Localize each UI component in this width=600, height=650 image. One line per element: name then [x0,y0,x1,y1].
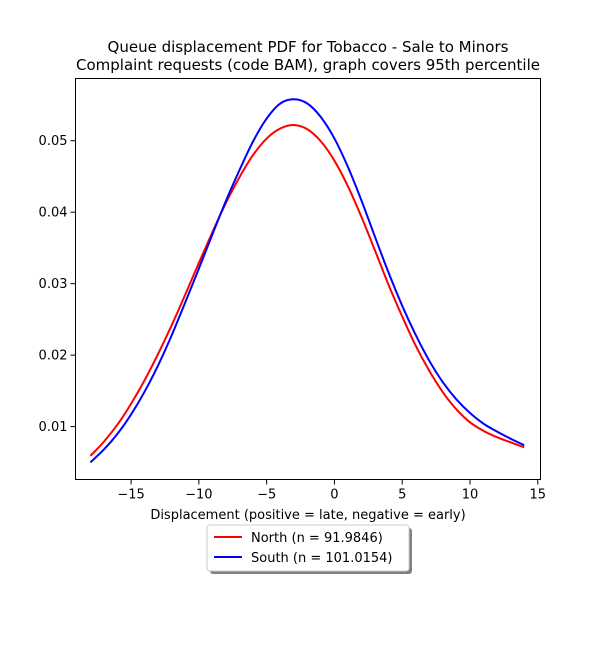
x-tick-label: −10 [185,488,212,503]
y-tick-label: 0.05 [39,134,68,149]
y-tick-label: 0.02 [39,349,68,364]
legend-label-north: North (n = 91.9846) [251,531,383,546]
chart-title-line-2: Complaint requests (code BAM), graph cov… [76,56,540,74]
legend-box [206,524,410,572]
y-tick-label: 0.03 [39,277,68,292]
x-tick-label: 10 [462,488,479,503]
ticks-layer: −15 −10 −5 0 5 10 15 0.01 0.02 0.03 0.04 0.05 [39,134,547,502]
plot-frame [75,78,541,480]
series-line-north [89,123,525,457]
x-tick-label: −15 [117,488,144,503]
x-tick-label: 15 [530,488,547,503]
x-tick-label: 0 [330,488,338,503]
series-line-south [89,98,525,464]
chart-title-line-1: Queue displacement PDF for Tobacco - Sal… [108,38,509,56]
y-tick-label: 0.04 [39,206,68,221]
x-axis-label: Displacement (positive = late, negative … [150,508,465,523]
x-tick-label: −5 [257,488,276,503]
x-tick-label: 5 [398,488,406,503]
legend: North (n = 91.9846) South (n = 101.0154) [206,524,412,574]
legend-label-south: South (n = 101.0154) [251,551,392,566]
series-layer [89,98,525,464]
y-tick-label: 0.01 [39,420,68,435]
